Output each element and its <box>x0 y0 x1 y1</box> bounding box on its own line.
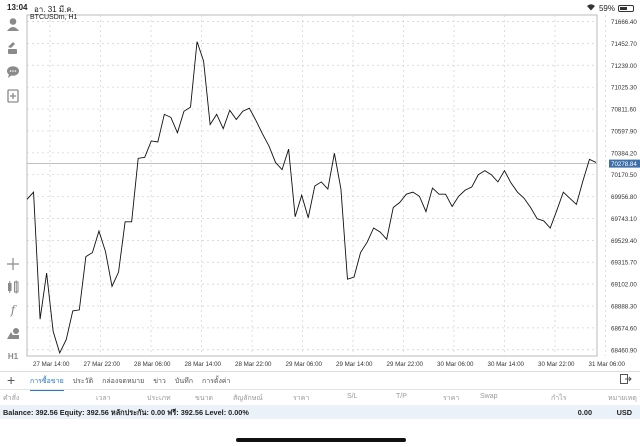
y-tick-label: 70811.60 <box>611 107 637 114</box>
current-price-badge <box>609 159 640 168</box>
current-price-label: 70278.84 <box>611 161 637 168</box>
balance-currency: USD <box>616 408 632 417</box>
price-chart[interactable]: 71666.40 71452.70 71239.00 71025.30 70811.60… <box>26 14 640 371</box>
chart-canvas[interactable]: 71666.40 71452.70 71239.00 71025.30 70811.60… <box>26 14 640 371</box>
y-tick-label: 68460.90 <box>611 347 637 354</box>
x-tick-label: 28 Mar 22:00 <box>235 361 272 368</box>
y-tick-label: 70384.20 <box>611 150 637 157</box>
tab-3[interactable]: ข่าว <box>153 378 166 385</box>
status-time: 13:04 <box>7 3 28 12</box>
chart-sidebar: f H1 <box>0 14 26 371</box>
y-tick-label: 70597.90 <box>611 128 637 135</box>
indicator-icon[interactable] <box>5 279 21 295</box>
crosshair-icon[interactable] <box>5 256 21 272</box>
column-header: ขนาด <box>195 395 214 402</box>
tab-1[interactable]: ประวัติ <box>72 378 94 385</box>
status-date: อา. 31 มี.ค. <box>34 5 74 14</box>
y-tick-label: 69956.80 <box>611 194 637 201</box>
status-bar: 13:04 อา. 31 มี.ค. 59% <box>0 0 640 14</box>
x-tick-label: 29 Mar 14:00 <box>336 361 373 368</box>
balance-row: Balance: 392.56 Equity: 392.56 หลักประกั… <box>0 405 640 419</box>
column-header: ราคา <box>293 395 310 402</box>
chart-symbol-label: BTCUSDm, H1 <box>30 14 78 21</box>
exit-icon[interactable] <box>620 374 632 386</box>
column-header: ราคา <box>443 395 460 402</box>
balance-profit: 0.00 <box>577 408 592 417</box>
column-header: Swap <box>480 393 498 400</box>
orders-table-header: คำสั่ง เวลา ประเภท ขนาด สัญลักษณ์ ราคา S/L T/P ร… <box>0 389 640 405</box>
timeframe-button[interactable]: H1 <box>7 351 19 361</box>
tab-2[interactable]: กล่องจดหมาย <box>102 378 145 385</box>
tab-5[interactable]: การตั้งค่า <box>201 378 231 385</box>
column-header: กำไร <box>551 395 567 402</box>
x-tick-label: 29 Mar 06:00 <box>286 361 323 368</box>
add-icon[interactable]: + <box>7 372 16 388</box>
trade-icon[interactable] <box>5 40 21 56</box>
objects-icon[interactable] <box>5 325 21 341</box>
x-tick-label: 29 Mar 22:00 <box>387 361 424 368</box>
y-tick-label: 71239.00 <box>611 63 637 70</box>
y-tick-label: 69315.70 <box>611 260 637 267</box>
battery-icon <box>618 4 634 12</box>
bottom-toolbar: + การซื้อขาย ประวัติ กล่องจดหมาย ข่าว บันทึก… <box>0 371 640 391</box>
account-icon[interactable] <box>5 16 21 32</box>
status-right: 59% <box>586 3 634 13</box>
x-tick-label: 30 Mar 14:00 <box>488 361 525 368</box>
x-tick-label: 30 Mar 06:00 <box>437 361 474 368</box>
terminal-tabs: การซื้อขาย ประวัติ กล่องจดหมาย ข่าว บันทึก กา… <box>30 376 230 391</box>
y-tick-label: 69743.10 <box>611 216 637 223</box>
tab-0[interactable]: การซื้อขาย <box>30 376 64 391</box>
x-tick-label: 28 Mar 06:00 <box>134 361 171 368</box>
column-header: S/L <box>347 393 358 400</box>
x-tick-label: 31 Mar 06:00 <box>589 361 626 368</box>
y-tick-label: 71025.30 <box>611 85 637 92</box>
x-tick-label: 27 Mar 22:00 <box>84 361 121 368</box>
x-tick-label: 28 Mar 14:00 <box>185 361 222 368</box>
column-header: หมายเหตุ <box>608 395 637 402</box>
y-tick-label: 69102.00 <box>611 282 637 289</box>
y-tick-label: 69529.40 <box>611 238 637 245</box>
column-header: สัญลักษณ์ <box>233 395 263 402</box>
home-indicator[interactable] <box>236 438 406 442</box>
y-tick-label: 68674.60 <box>611 325 637 332</box>
column-header: คำสั่ง <box>3 395 20 402</box>
x-tick-label: 30 Mar 22:00 <box>538 361 575 368</box>
x-tick-label: 27 Mar 14:00 <box>33 361 70 368</box>
column-header: ประเภท <box>147 395 171 402</box>
wifi-icon <box>586 3 596 13</box>
chat-icon[interactable] <box>5 64 21 80</box>
y-tick-label: 71666.40 <box>611 19 637 26</box>
function-icon[interactable]: f <box>10 303 16 317</box>
y-tick-label: 71452.70 <box>611 41 637 48</box>
add-document-icon[interactable] <box>5 88 21 104</box>
y-tick-label: 70170.50 <box>611 172 637 179</box>
y-tick-label: 68888.30 <box>611 303 637 310</box>
chart-frame <box>26 14 598 357</box>
battery-percent: 59% <box>598 3 615 13</box>
column-header: T/P <box>396 393 407 400</box>
column-header: เวลา <box>96 395 111 402</box>
tab-4[interactable]: บันทึก <box>174 378 193 385</box>
balance-text: Balance: 392.56 Equity: 392.56 หลักประกั… <box>3 408 249 417</box>
price-series-line <box>26 41 597 355</box>
